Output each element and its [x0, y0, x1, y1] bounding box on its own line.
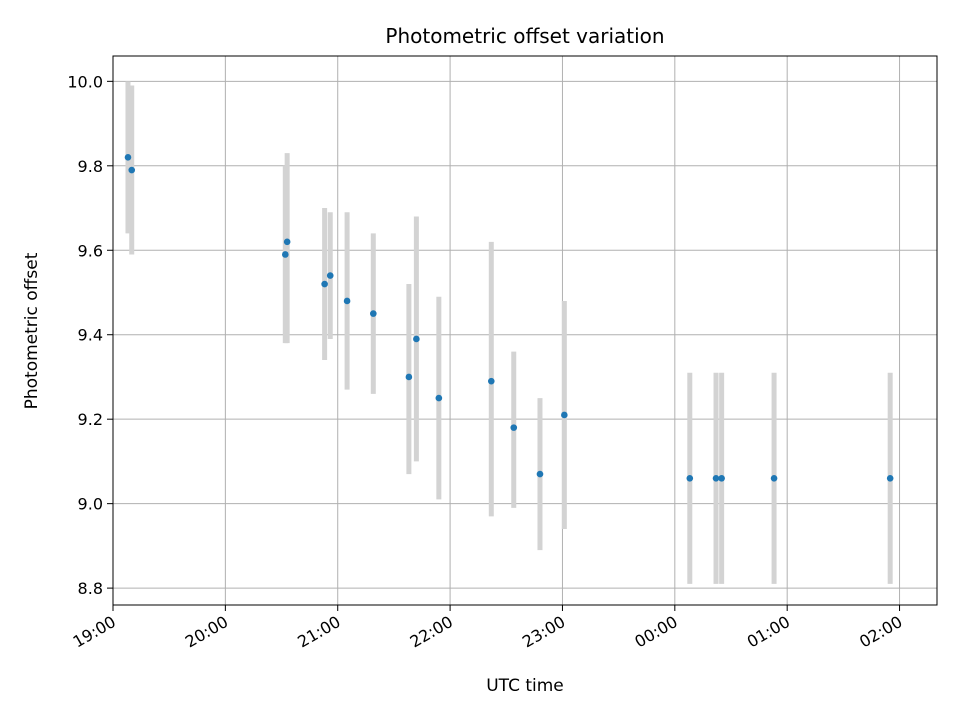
data-point: [405, 373, 413, 381]
data-point: [370, 310, 377, 317]
data-point: [124, 154, 132, 161]
data-point: [413, 335, 420, 343]
data-point: [510, 424, 518, 431]
y-tick-label: 10.0: [67, 72, 103, 91]
x-axis-label: UTC time: [486, 676, 564, 696]
data-point: [561, 411, 568, 419]
chart-title: Photometric offset variation: [385, 24, 664, 48]
data-point: [326, 272, 334, 279]
data-point: [686, 475, 694, 482]
data-point: [770, 475, 778, 482]
data-point: [128, 166, 136, 174]
y-tick-label: 9.4: [78, 326, 103, 345]
data-point: [283, 238, 291, 246]
y-tick-label: 9.8: [78, 157, 103, 176]
y-axis-label: Photometric offset: [22, 252, 42, 409]
data-point: [886, 475, 894, 482]
data-point: [712, 475, 720, 482]
point-layer: [124, 154, 894, 482]
y-tick-label: 9.0: [78, 495, 103, 514]
data-point: [343, 297, 351, 305]
data-point: [718, 475, 725, 482]
data-point: [321, 280, 328, 288]
data-point: [536, 470, 544, 478]
grid-layer: [112, 56, 937, 605]
y-tick-label: 9.2: [78, 410, 103, 429]
data-point: [487, 377, 495, 385]
data-point: [281, 251, 289, 258]
y-tick-label: 8.8: [78, 579, 103, 598]
data-point: [435, 394, 443, 402]
plot-frame: [112, 55, 938, 606]
y-tick-label: 9.6: [78, 241, 103, 260]
